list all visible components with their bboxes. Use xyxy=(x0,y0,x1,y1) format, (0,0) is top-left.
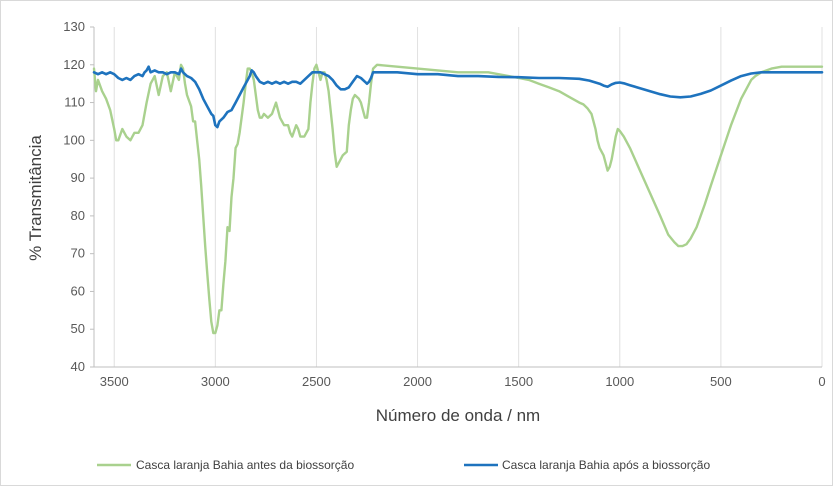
legend: Casca laranja Bahia antes da biossorção C… xyxy=(97,458,710,472)
x-tick-label: 3000 xyxy=(201,374,230,389)
x-axis-title: Número de onda / nm xyxy=(376,406,540,425)
series-lines xyxy=(92,63,824,335)
tick-labels: 3500 3000 2500 2000 1500 1000 500 0 40 50 60 70 80 90… xyxy=(63,19,825,389)
y-tick-label: 80 xyxy=(71,208,85,223)
series-line-2 xyxy=(92,65,824,129)
y-tick-label: 60 xyxy=(71,283,85,298)
y-tick-label: 130 xyxy=(63,19,85,34)
x-tick-label: 0 xyxy=(818,374,825,389)
legend-label-1: Casca laranja Bahia antes da biossorção xyxy=(136,458,354,472)
x-tick-label: 2000 xyxy=(403,374,432,389)
x-tick-label: 1000 xyxy=(605,374,634,389)
axes xyxy=(90,26,822,368)
y-axis-title: % Transmitância xyxy=(26,135,45,261)
y-tick-label: 50 xyxy=(71,321,85,336)
y-tick-label: 70 xyxy=(71,246,85,261)
x-tick-label: 1500 xyxy=(504,374,533,389)
y-tick-label: 100 xyxy=(63,132,85,147)
legend-label-2: Casca laranja Bahia após a biossorção xyxy=(502,458,710,472)
y-tick-label: 40 xyxy=(71,359,85,374)
x-tick-label: 3500 xyxy=(100,374,129,389)
y-tick-label: 110 xyxy=(64,95,85,110)
x-tick-label: 500 xyxy=(710,374,732,389)
x-tick-label: 2500 xyxy=(302,374,331,389)
y-tick-label: 90 xyxy=(71,170,85,185)
y-tick-label: 120 xyxy=(63,57,85,72)
gridlines xyxy=(113,27,823,367)
